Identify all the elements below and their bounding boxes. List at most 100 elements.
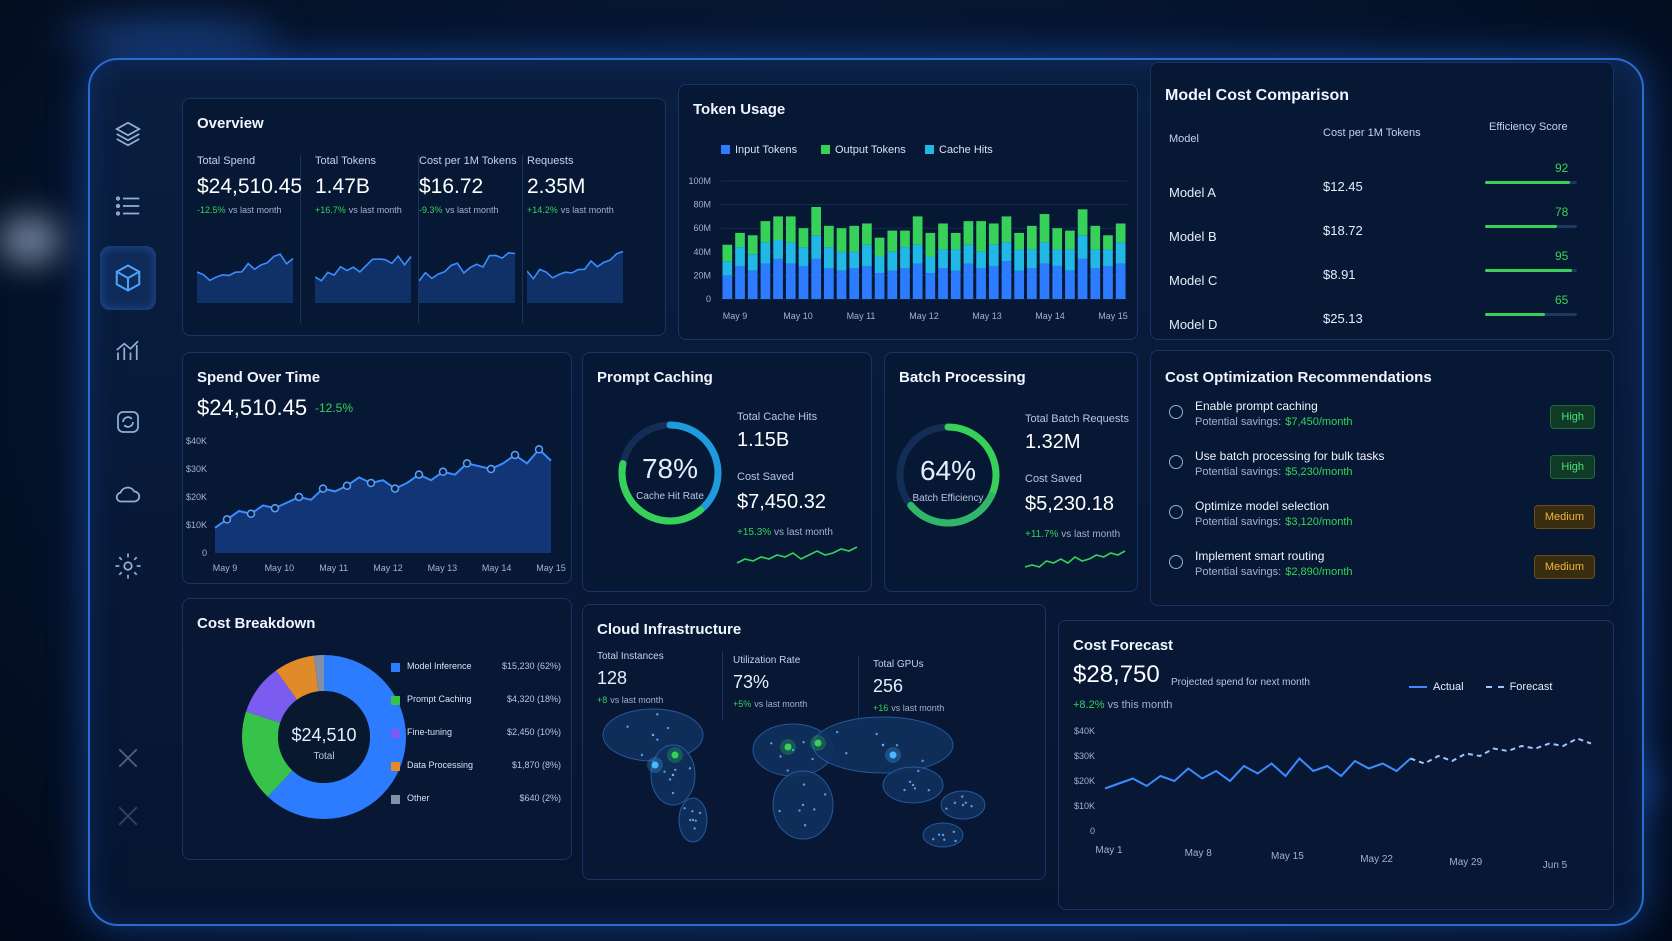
list-icon[interactable]	[100, 174, 156, 238]
map-dot	[651, 733, 655, 737]
bar-segment	[1052, 265, 1063, 299]
bar-segment	[862, 265, 872, 299]
legend-item[interactable]: Data Processing $1,870 (8%)	[391, 760, 561, 774]
bar-segment	[1090, 249, 1101, 269]
map-dot	[917, 769, 920, 773]
stat-change: +5%	[733, 699, 752, 709]
card-change-row: +14.2% vs last month	[527, 205, 647, 215]
close-icon[interactable]	[100, 726, 156, 790]
model-name: Model B	[1169, 229, 1217, 244]
recommendation-savings: Potential savings: $7,450/month	[1195, 416, 1353, 428]
y-tick-label: $30K	[186, 464, 207, 474]
priority-badge: High	[1550, 405, 1595, 429]
analytics-icon[interactable]	[100, 318, 156, 382]
card-value: 2.35M	[527, 175, 586, 198]
bar-segment	[773, 240, 783, 259]
table-header-score: Efficiency Score	[1489, 121, 1568, 133]
layers-icon[interactable]	[100, 102, 156, 166]
map-dot	[961, 795, 964, 798]
overview-card[interactable]: Total Spend $24,510.45 -12.5% vs last month	[197, 155, 302, 323]
legend-actual: Actual	[1409, 681, 1464, 693]
table-row[interactable]: Model D $25.13 65	[1151, 293, 1615, 343]
bar-segment	[1103, 235, 1113, 250]
forecast-change: +8.2%	[1073, 699, 1105, 711]
bar-segment	[900, 247, 910, 269]
recommendation-item[interactable]: Optimize model selection Potential saving…	[1151, 499, 1615, 543]
table-header-cost: Cost per 1M Tokens	[1323, 127, 1421, 139]
bar-segment	[836, 251, 847, 271]
model-cost: $25.13	[1323, 311, 1363, 326]
sparkline-line	[736, 546, 858, 564]
donut-slice	[242, 655, 406, 819]
recommendation-savings: Potential savings: $5,230/month	[1195, 466, 1353, 478]
bar-segment	[836, 228, 847, 252]
overview-card[interactable]: Requests 2.35M +14.2% vs last month	[527, 155, 647, 323]
legend-item[interactable]: Other $640 (2%)	[391, 793, 561, 807]
cost-forecast-panel: Cost Forecast $28,750 Projected spend fo…	[1058, 620, 1614, 910]
bar-segment	[988, 265, 999, 299]
legend-forecast-label: Forecast	[1509, 681, 1553, 693]
legend-name: Data Processing	[407, 760, 474, 770]
bar-segment	[747, 270, 758, 299]
cloud-icon[interactable]	[100, 462, 156, 526]
bar-segment	[1039, 263, 1050, 299]
legend-item[interactable]: Fine-tuning $2,450 (10%)	[391, 727, 561, 741]
cache-change-row: +15.3% vs last month	[737, 527, 833, 538]
panel-title: Cost Breakdown	[197, 615, 316, 632]
panel-title: Batch Processing	[899, 369, 1026, 386]
ring-progress-b	[896, 423, 1000, 527]
legend-swatch	[391, 696, 400, 705]
x-tick-label: May 11	[319, 563, 348, 573]
legend-swatch	[391, 795, 400, 804]
panel-title: Prompt Caching	[597, 369, 713, 386]
refresh-icon[interactable]	[100, 390, 156, 454]
efficiency-score: 65	[1555, 293, 1569, 307]
legend-item[interactable]: Model Inference $15,230 (62%)	[391, 661, 561, 675]
table-row[interactable]: Model C $8.91 95	[1151, 249, 1615, 299]
cube-icon[interactable]	[100, 246, 156, 310]
x-tick-label: May 14	[482, 563, 512, 573]
bar-segment	[1027, 268, 1037, 299]
table-row[interactable]: Model A $12.45 92	[1151, 161, 1615, 211]
cloud-stat[interactable]: Total Instances 128 +8 vs last month	[597, 651, 723, 721]
map-dot	[908, 780, 912, 784]
recommendation-item[interactable]: Use batch processing for bulk tasks Poten…	[1151, 449, 1615, 493]
overview-card[interactable]: Cost per 1M Tokens $16.72 -9.3% vs last mon…	[419, 155, 523, 323]
overview-card[interactable]: Total Tokens 1.47B +16.7% vs last month	[315, 155, 419, 323]
y-tick-label: $10K	[1074, 801, 1095, 811]
cache-hit-ring	[618, 421, 858, 564]
bar-segment	[785, 242, 796, 264]
spend-point	[342, 481, 352, 491]
x-tick-label: May 1	[1095, 845, 1123, 856]
bar-segment	[1077, 235, 1088, 259]
spend-point	[438, 467, 448, 477]
gear-icon[interactable]	[100, 534, 156, 598]
forecast-line	[1410, 737, 1592, 765]
y-tick-label: $20K	[186, 492, 207, 502]
bar-segment	[773, 258, 783, 299]
table-row[interactable]: Model B $18.72 78	[1151, 205, 1615, 255]
sparkline-area	[527, 251, 623, 303]
donut-total: $24,510	[291, 725, 357, 745]
bar-segment	[798, 265, 809, 299]
recommendation-item[interactable]: Enable prompt caching Potential savings: $…	[1151, 399, 1615, 443]
close-icon[interactable]	[100, 784, 156, 848]
map-dot	[693, 827, 696, 830]
bar-segment	[963, 263, 974, 299]
x-tick-label: May 14	[1035, 311, 1065, 321]
spend-over-time-panel: Spend Over Time $24,510.45 -12.5% $40K $3…	[182, 352, 572, 584]
bar-segment	[925, 273, 936, 299]
legend-value: $1,870 (8%)	[511, 760, 561, 770]
recommendation-item[interactable]: Implement smart routing Potential savings…	[1151, 549, 1615, 593]
forecast-change-row: +8.2% vs this month	[1073, 699, 1172, 711]
spend-point	[510, 450, 520, 460]
cloud-stat[interactable]: Utilization Rate 73% +5% vs last month	[733, 655, 859, 725]
map-dot	[798, 809, 801, 812]
legend-item[interactable]: Prompt Caching $4,320 (18%)	[391, 694, 561, 708]
stat-value: 128	[597, 668, 628, 688]
cloud-stat[interactable]: Total GPUs 256 +16 vs last month	[873, 659, 999, 729]
card-label: Cost per 1M Tokens	[419, 155, 517, 167]
map-dot	[961, 803, 965, 807]
stat-label: Total GPUs	[873, 659, 924, 670]
bar-segment	[1052, 228, 1063, 250]
